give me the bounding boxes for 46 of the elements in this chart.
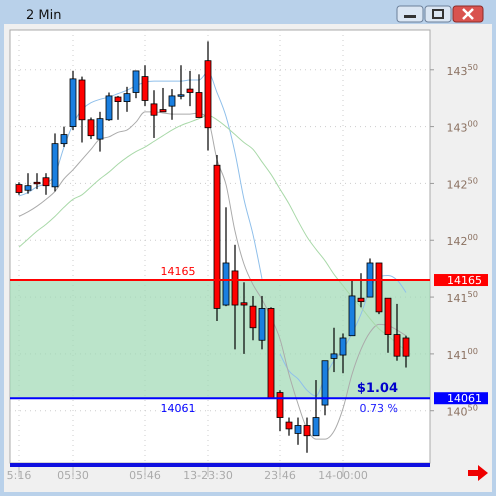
- x-tick-label: 05:46: [129, 469, 161, 482]
- candlestick: [16, 182, 22, 196]
- y-tick-label: 141$^{50}$: [446, 289, 478, 306]
- candlestick: [394, 303, 400, 362]
- candlestick: [304, 416, 310, 454]
- chart-title: 2 Min: [26, 8, 62, 23]
- candlestick: [106, 92, 112, 122]
- text: 14165: [447, 274, 482, 288]
- candlestick: [96, 111, 104, 152]
- candlestick: [168, 88, 176, 120]
- candlestick: [294, 416, 302, 446]
- y-tick-label: 143$^{00}$: [446, 118, 478, 135]
- x-tick-label: 5:16: [6, 469, 32, 482]
- candlestick: [88, 116, 94, 140]
- candlestick: [114, 95, 122, 120]
- y-tick-label: 140$^{50}$: [446, 402, 478, 419]
- candlestick: [312, 379, 320, 436]
- candlestick: [340, 332, 346, 374]
- candlestick: [142, 64, 148, 107]
- candlestick: [60, 126, 68, 148]
- candlestick: [34, 172, 40, 190]
- candlestick: [402, 335, 410, 368]
- candlestick: [132, 70, 140, 99]
- annotation: $1.04: [356, 381, 398, 396]
- y-tick-label: 141$^{00}$: [446, 346, 478, 362]
- candlestick: [250, 295, 256, 341]
- y-tick-label: 142$^{50}$: [446, 175, 478, 192]
- candlestick: [42, 172, 50, 196]
- candlestick: [286, 416, 292, 436]
- x-tick-label: 05:30: [57, 469, 89, 482]
- candlestick: [330, 327, 338, 373]
- y-tick-label: 143$^{50}$: [446, 62, 478, 78]
- x-tick-label: 13-23:30: [183, 469, 233, 482]
- candlestick: [24, 172, 32, 194]
- candlestick: [160, 87, 166, 112]
- candlestick: [186, 70, 194, 107]
- candlestick: [150, 90, 158, 139]
- text: 14061: [447, 392, 482, 406]
- y-tick-label: 142$^{00}$: [446, 232, 478, 248]
- x-tick-label: 14-00:00: [318, 469, 368, 482]
- candlestick: [124, 86, 130, 112]
- candlestick: [178, 64, 184, 100]
- ref-line-label: 14061: [160, 402, 196, 416]
- annotation: 0.73 %: [360, 402, 398, 416]
- x-tick-label: 23:46: [264, 469, 296, 482]
- ref-line-label: 14165: [160, 265, 196, 278]
